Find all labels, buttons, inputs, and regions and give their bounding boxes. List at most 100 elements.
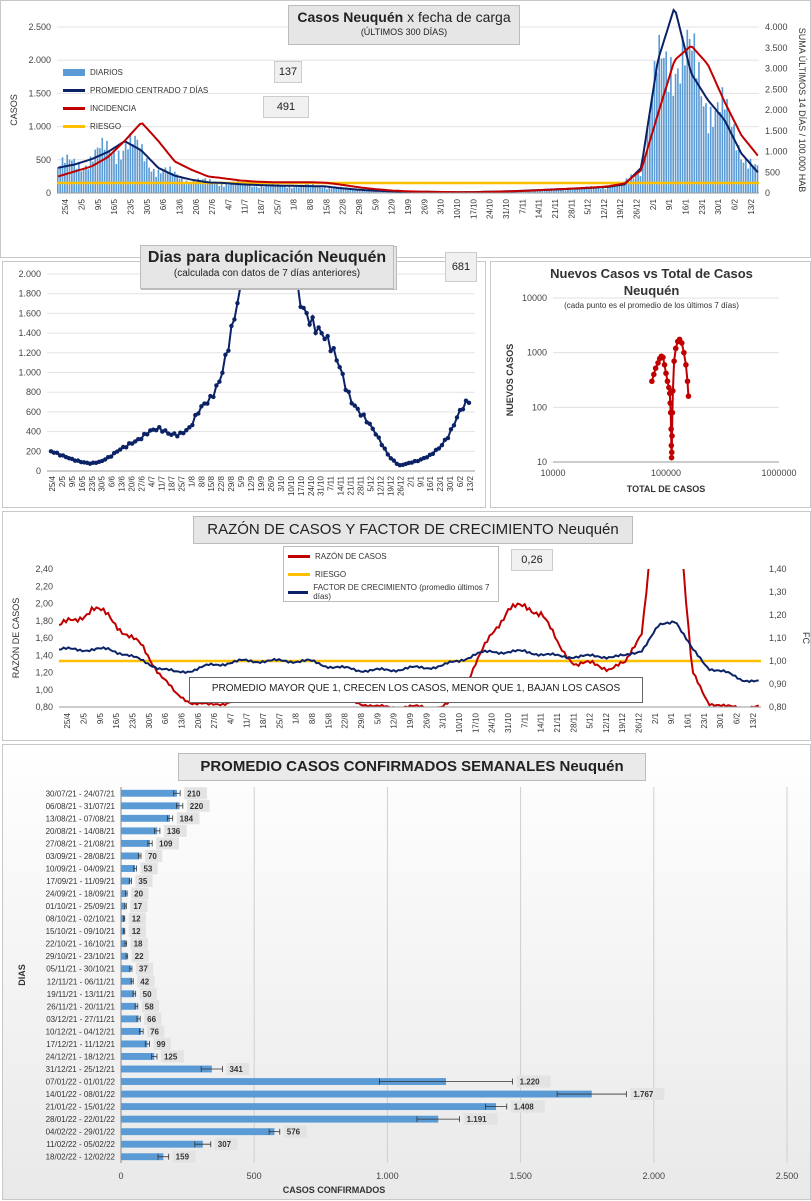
legend-diarios: DIARIOS (63, 63, 208, 81)
bar-diarios (124, 143, 127, 193)
bar-diarios (262, 187, 265, 193)
x-tick-label: 16/5 (112, 712, 121, 728)
x-tick-label: 9/1 (416, 475, 425, 487)
bar-diarios (744, 158, 747, 193)
x-tick-label: 2.500 (776, 1171, 799, 1181)
bar-diarios (372, 190, 375, 193)
bar-diarios (96, 147, 99, 193)
scatter-point (679, 340, 685, 346)
bar (121, 952, 127, 960)
y-tick-label: 13/08/21 - 07/08/21 (46, 814, 116, 823)
bar-diarios (122, 150, 125, 193)
bar-diarios (674, 73, 677, 193)
bar-diarios (127, 149, 129, 193)
bar-diarios (227, 184, 230, 193)
bar-diarios (747, 168, 749, 193)
x-tick-label: 9/1 (667, 712, 676, 724)
scatter-title: Nuevos Casos vs Total de Casos (550, 266, 753, 281)
bar-diarios (113, 150, 115, 193)
bar-diarios (721, 87, 724, 193)
bar-diarios (368, 190, 370, 193)
bar-diarios (618, 181, 621, 193)
duplicacion-point (133, 439, 138, 444)
x-tick-label: 9/1 (665, 198, 674, 210)
bar-diarios (742, 162, 745, 193)
bar-diarios (613, 184, 616, 193)
legend-fc: FACTOR DE CRECIMIENTO (promedio últimos … (288, 583, 494, 601)
x-tick-label: 31/10 (504, 712, 513, 733)
casos-title: Casos Neuquén (297, 9, 404, 25)
bar-diarios (751, 166, 754, 193)
bar-diarios (546, 189, 548, 193)
duplicacion-point (102, 457, 108, 462)
y-tick-label: 1,80 (35, 616, 53, 626)
bar-diarios (92, 161, 94, 193)
x-tick-label: 23/1 (436, 475, 445, 491)
y2-tick-label: 2.000 (765, 105, 788, 115)
data-label: 99 (157, 1040, 166, 1049)
y-tick-label: 2,20 (35, 581, 53, 591)
x-tick-label: 24/10 (307, 475, 316, 496)
x-tick-label: 5/12 (366, 475, 375, 491)
bar-diarios (99, 148, 101, 193)
bar-diarios (94, 149, 97, 193)
x-tick-label: 10/10 (287, 475, 296, 496)
y-tick-label: 400 (26, 427, 41, 437)
x-tick-label: 15/8 (207, 475, 216, 491)
bar (121, 839, 151, 847)
x-tick-label: 16/1 (426, 475, 435, 491)
data-label-bg (131, 950, 149, 963)
duplicacion-point (229, 323, 234, 329)
x-tick-label: 30/1 (714, 198, 723, 214)
bar (121, 789, 177, 797)
data-label: 50 (143, 990, 152, 999)
x-tick-label: 23/5 (128, 712, 137, 728)
duplicacion-point (199, 404, 204, 409)
x-tick-label: 19/12 (616, 198, 625, 219)
x-tick-label: 28/11 (567, 198, 576, 218)
duplicacion-point (454, 415, 460, 420)
x-tick-label: 0 (118, 1171, 123, 1181)
data-label-bg (186, 799, 210, 812)
scatter-point (655, 360, 661, 366)
x-tick-label: 14/11 (535, 198, 544, 218)
bar-diarios (181, 176, 183, 193)
bar-diarios (258, 187, 260, 193)
data-label: 53 (143, 864, 152, 873)
duplicacion-point (340, 371, 345, 377)
duplicacion-subtitle: (calculada con datos de 7 días anteriore… (173, 268, 361, 279)
y-tick-label: 03/09/21 - 28/08/21 (46, 852, 116, 861)
data-label-bg (128, 925, 146, 938)
y-axis-label: CASOS (9, 94, 19, 126)
duplicacion-point (430, 451, 436, 456)
bar-diarios (723, 109, 726, 193)
bar (121, 927, 125, 935)
duplicacion-point (337, 365, 342, 370)
duplicacion-point (460, 407, 466, 412)
y-tick-label: 600 (26, 407, 41, 417)
bar-diarios (82, 167, 85, 193)
duplicacion-line (50, 284, 244, 465)
duplicacion-point (172, 431, 177, 436)
bar-diarios (749, 158, 752, 193)
data-label-bg (184, 787, 207, 800)
data-label: 1.767 (633, 1090, 654, 1099)
y-tick-label: 500 (36, 155, 51, 165)
x-tick-label: 22/8 (341, 712, 350, 728)
y-tick-label: 2.500 (28, 22, 51, 32)
scatter-point (663, 370, 669, 377)
bar-diarios (609, 187, 611, 193)
y-tick-label: 10/12/21 - 04/12/21 (46, 1027, 116, 1036)
data-label: 1.191 (467, 1115, 488, 1124)
x-tick-label: 24/10 (486, 198, 495, 219)
x-tick-label: 18/7 (259, 712, 268, 728)
x-tick-label: 5/12 (584, 198, 593, 214)
y-tick-label: 31/12/21 - 25/12/21 (46, 1065, 116, 1074)
bar-diarios (695, 78, 698, 193)
x-axis-label: CASOS CONFIRMADOS (283, 1185, 386, 1195)
bar (121, 1027, 142, 1035)
duplicacion-point (313, 330, 318, 336)
bar-diarios (220, 183, 223, 193)
scatter-point (685, 393, 692, 399)
y-tick-label: 10000 (522, 293, 547, 303)
